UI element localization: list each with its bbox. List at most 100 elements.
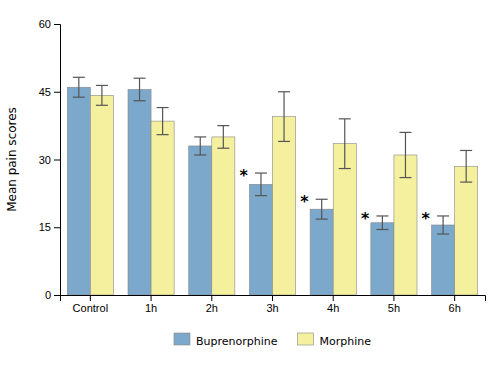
error-line <box>260 173 261 196</box>
x-tick: 6h <box>449 295 461 314</box>
x-tick-label: Control <box>73 302 108 314</box>
bar <box>432 225 455 295</box>
error-line <box>382 216 383 230</box>
series <box>90 85 477 295</box>
bar <box>310 209 333 295</box>
error-cap <box>399 132 411 133</box>
annotation: * <box>422 209 431 228</box>
marks <box>67 77 477 295</box>
error-line <box>223 126 224 149</box>
x-tick: 4h <box>327 295 339 314</box>
error-cap <box>255 172 267 173</box>
error-bar <box>376 216 388 230</box>
x-tick-mark <box>272 295 273 301</box>
legend: Buprenorphine Morphine <box>174 333 371 348</box>
x-tick: Control <box>73 295 108 314</box>
error-cap <box>134 100 146 101</box>
error-cap <box>217 125 229 126</box>
x-tick-label: 3h <box>266 302 278 314</box>
error-cap <box>460 150 472 151</box>
x-tick-label: 6h <box>449 302 461 314</box>
error-cap <box>316 199 328 200</box>
x-axis: Control 1h 2h 3h 4h 5h 6h <box>61 295 486 314</box>
error-bar <box>437 216 449 234</box>
legend-item: Buprenorphine <box>174 333 278 348</box>
error-bar <box>217 126 229 149</box>
legend-label: Morphine <box>320 335 372 348</box>
x-tick: 5h <box>388 295 400 314</box>
error-cap <box>437 215 449 216</box>
x-tick-label: 4h <box>327 302 339 314</box>
bar <box>151 121 174 295</box>
y-tick-label: 45 <box>39 86 51 98</box>
legend-swatch <box>298 333 314 345</box>
x-tick-label: 2h <box>206 302 218 314</box>
error-bar <box>278 92 290 142</box>
legend-swatch <box>174 333 190 345</box>
legend-label: Buprenorphine <box>196 335 278 348</box>
error-cap <box>194 136 206 137</box>
y-tick: 0 <box>45 289 60 301</box>
error-bar <box>157 108 169 135</box>
bar <box>273 117 296 295</box>
x-tick-mark <box>454 295 455 301</box>
bar <box>249 184 272 295</box>
x-tick-mark <box>151 295 152 301</box>
bar <box>212 137 235 295</box>
x-tick-mark <box>393 295 394 301</box>
bar <box>67 87 90 295</box>
y-axis-line <box>54 25 61 296</box>
annotations: **** <box>239 166 430 228</box>
y-tick-label: 15 <box>39 221 51 233</box>
error-cap <box>339 168 351 169</box>
error-cap <box>278 141 290 142</box>
y-tick-label: 0 <box>45 289 51 301</box>
y-tick: 45 <box>39 86 60 98</box>
error-line <box>405 132 406 177</box>
error-cap <box>157 134 169 135</box>
annotation: * <box>239 166 248 185</box>
error-bar <box>73 77 85 97</box>
error-bar <box>194 137 206 155</box>
y-axis-title: Mean pain scores <box>5 107 19 212</box>
y-tick-mark <box>54 92 60 93</box>
error-cap <box>73 77 85 78</box>
error-bar <box>316 199 328 219</box>
error-bar <box>255 173 267 196</box>
error-cap <box>278 91 290 92</box>
error-cap <box>255 195 267 196</box>
y-axis: 0 15 30 45 60 <box>39 18 61 301</box>
error-line <box>139 78 140 101</box>
error-cap <box>376 215 388 216</box>
error-line <box>78 77 79 97</box>
x-tick: 1h <box>145 295 157 314</box>
y-tick-mark <box>54 227 60 228</box>
error-cap <box>73 97 85 98</box>
series <box>67 77 454 295</box>
y-tick: 60 <box>39 18 60 30</box>
error-bar <box>399 132 411 177</box>
error-cap <box>157 107 169 108</box>
bar <box>371 223 394 295</box>
x-tick-label: 1h <box>145 302 157 314</box>
y-tick: 30 <box>39 154 60 166</box>
error-line <box>466 150 467 182</box>
error-cap <box>376 229 388 230</box>
error-bar <box>460 150 472 182</box>
y-tick: 15 <box>39 221 60 233</box>
x-tick-mark <box>333 295 334 301</box>
error-line <box>321 199 322 219</box>
error-cap <box>217 148 229 149</box>
error-bar <box>339 119 351 169</box>
x-tick: 2h <box>206 295 218 314</box>
error-line <box>162 108 163 135</box>
error-line <box>101 85 102 105</box>
bar <box>128 89 151 295</box>
bar <box>455 166 478 295</box>
error-line <box>443 216 444 234</box>
annotation: * <box>361 209 370 228</box>
error-cap <box>96 85 108 86</box>
y-tick-label: 60 <box>39 18 51 30</box>
x-tick: 3h <box>266 295 278 314</box>
error-line <box>344 119 345 169</box>
